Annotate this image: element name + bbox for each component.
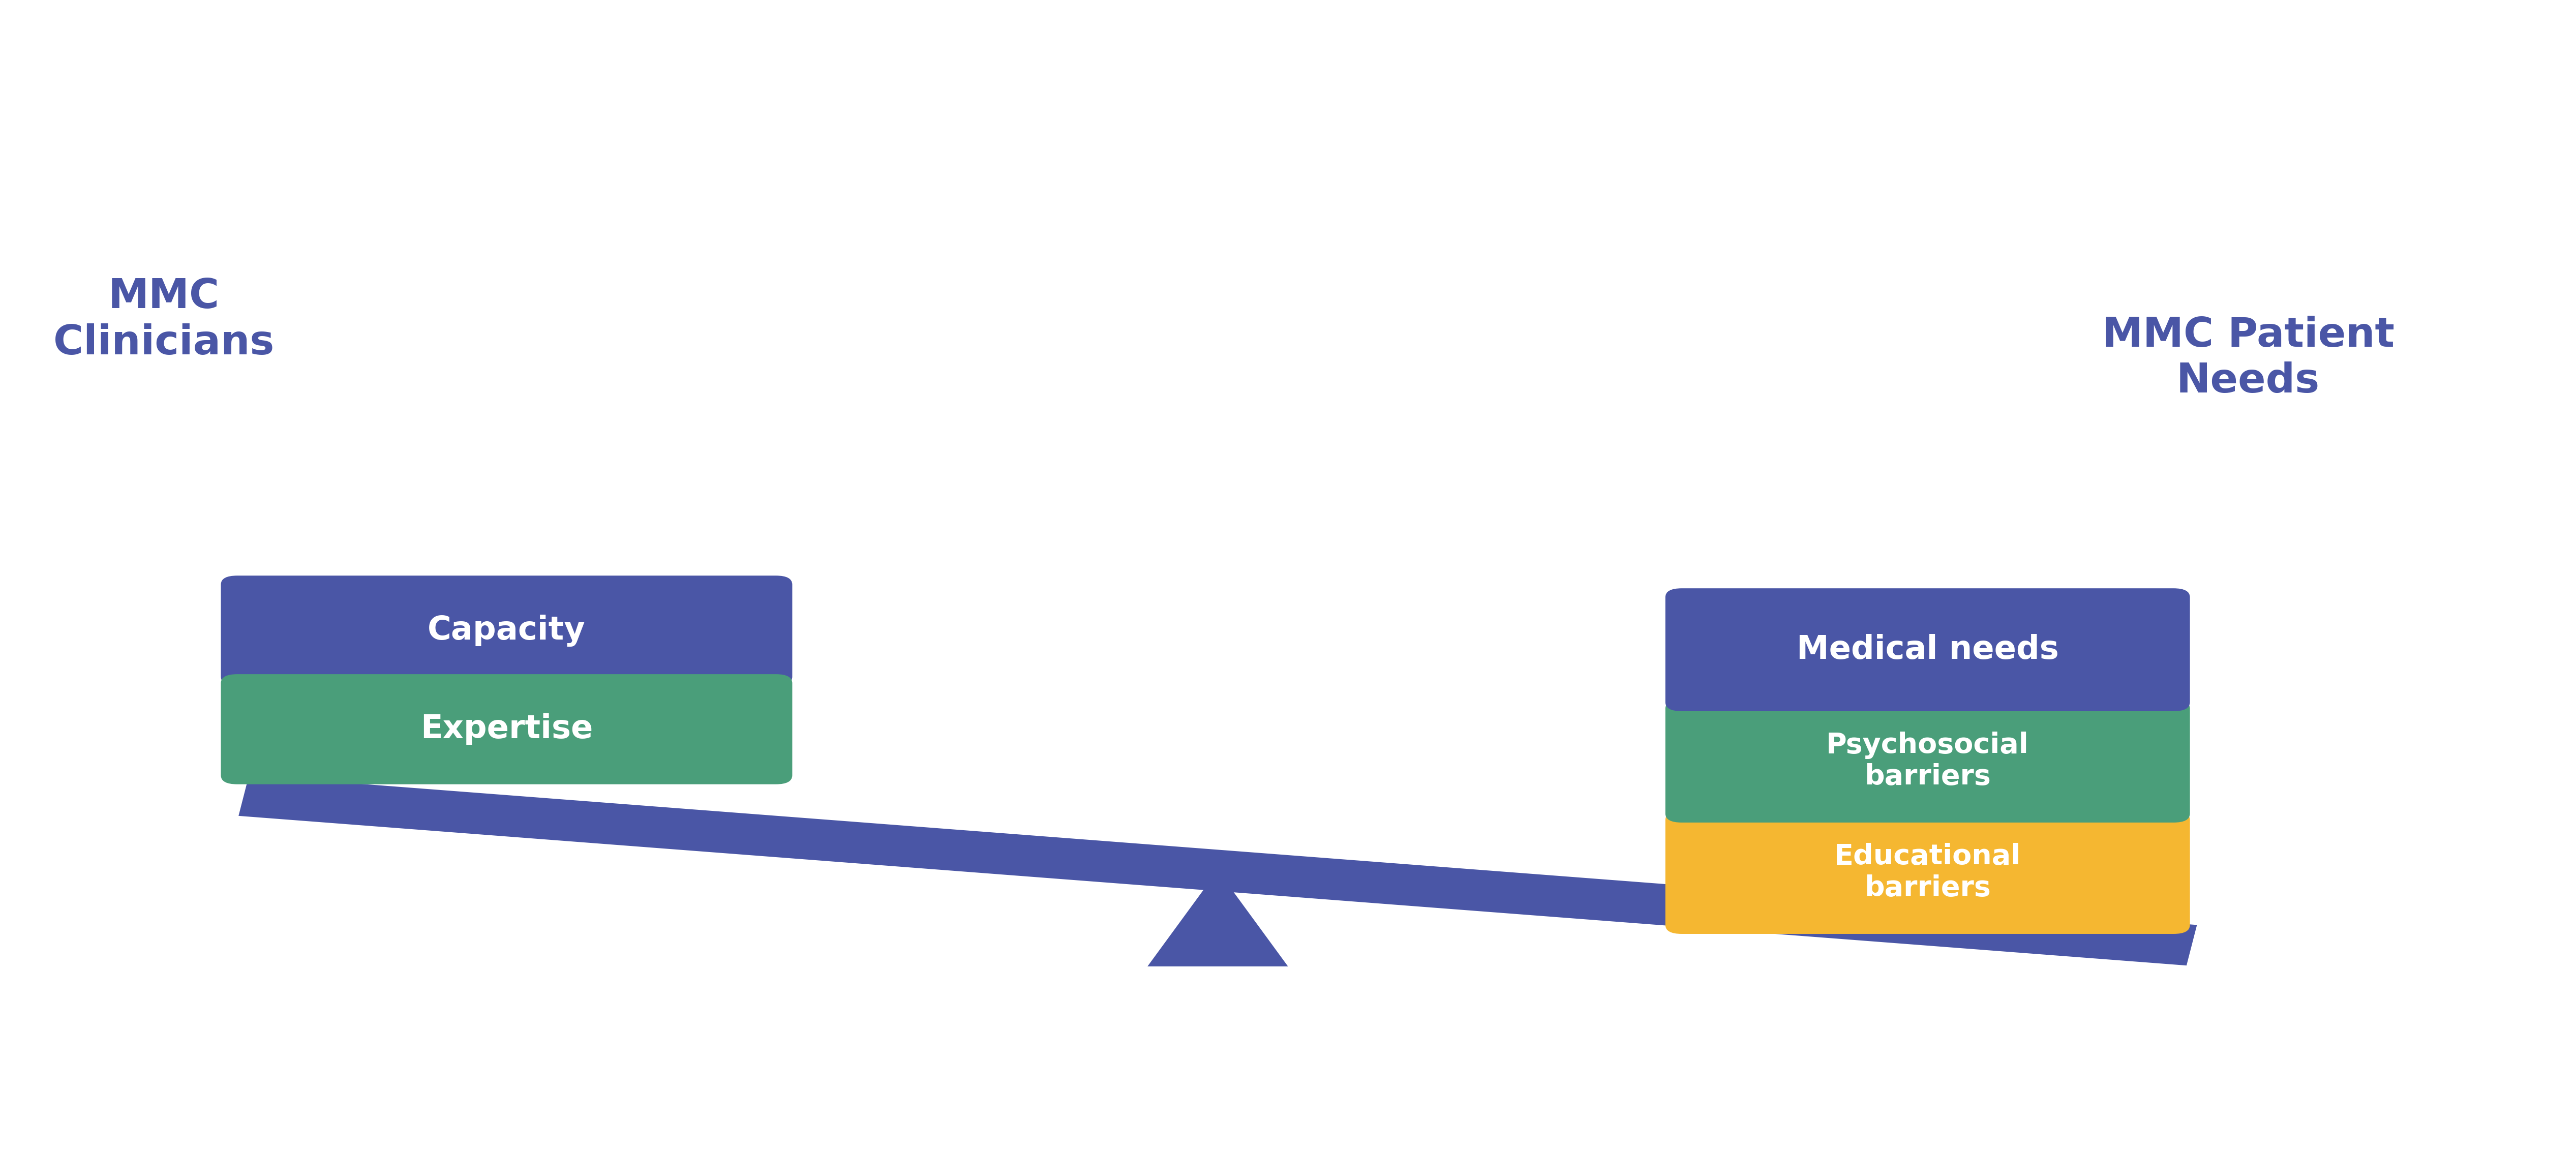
Text: Capacity: Capacity xyxy=(428,615,585,646)
Text: MMC Patient
Needs: MMC Patient Needs xyxy=(2102,316,2393,401)
FancyBboxPatch shape xyxy=(222,674,793,785)
FancyBboxPatch shape xyxy=(1664,589,2190,711)
FancyBboxPatch shape xyxy=(1664,811,2190,934)
Text: Expertise: Expertise xyxy=(420,713,592,745)
Text: Psychosocial
barriers: Psychosocial barriers xyxy=(1826,732,2030,790)
FancyBboxPatch shape xyxy=(1664,699,2190,823)
FancyBboxPatch shape xyxy=(222,576,793,685)
Polygon shape xyxy=(1146,871,1288,967)
Text: Medical needs: Medical needs xyxy=(1795,634,2058,666)
Text: MMC
Clinicians: MMC Clinicians xyxy=(54,278,273,363)
Text: Educational
barriers: Educational barriers xyxy=(1834,843,2022,902)
Polygon shape xyxy=(240,775,2197,965)
